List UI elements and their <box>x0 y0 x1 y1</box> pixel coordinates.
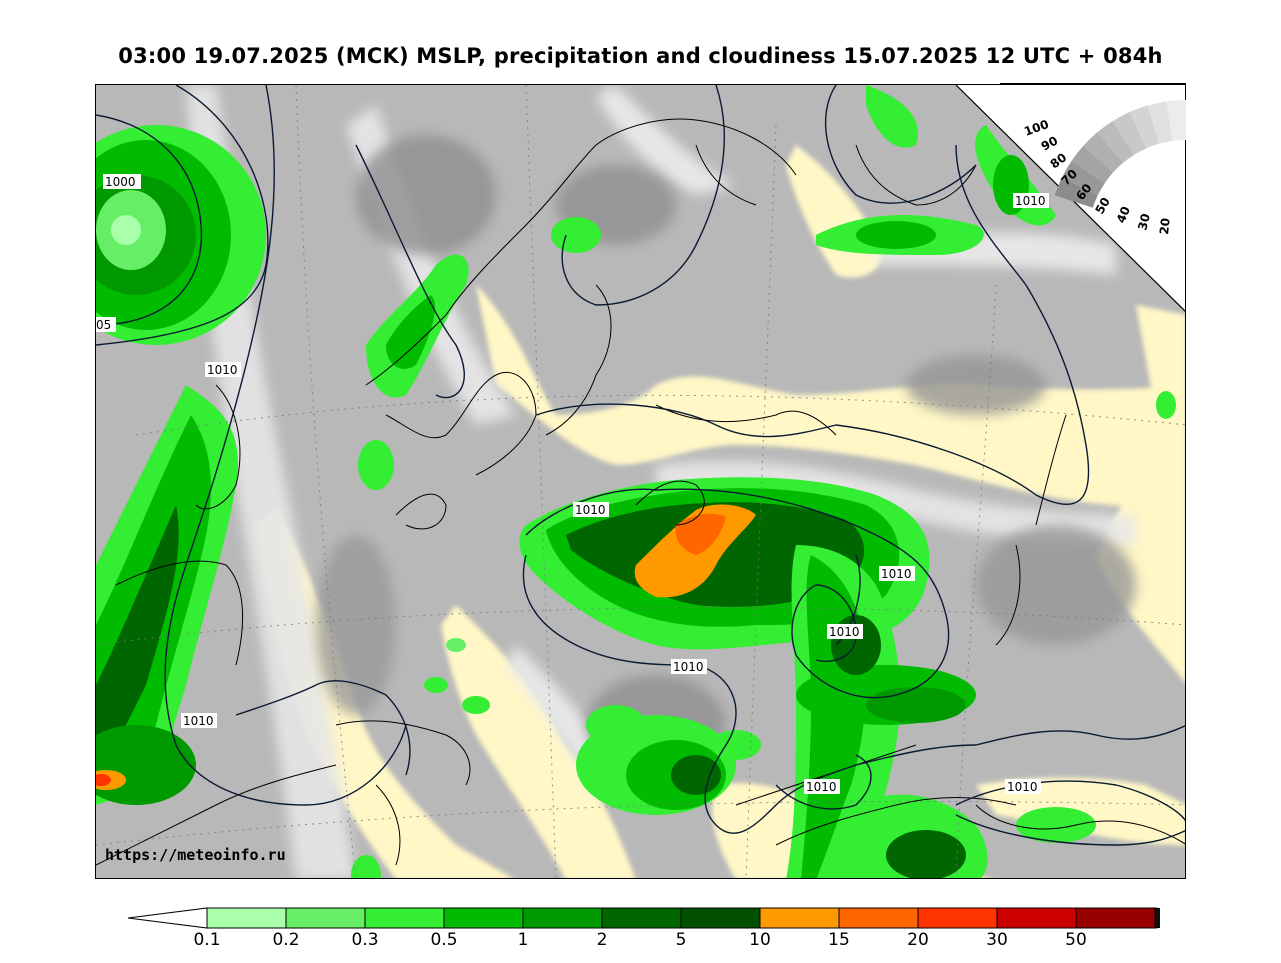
colorbar-cell <box>917 907 998 929</box>
colorbar-tick-label: 10 <box>749 930 771 950</box>
colorbar-cells <box>127 907 1160 929</box>
colorbar-cell <box>996 907 1077 929</box>
isobar-label-1010: 1010 <box>183 714 214 728</box>
isobar-label-1000: 1000 <box>105 175 136 189</box>
isobar-label-05: 05 <box>96 318 111 332</box>
colorbar-tick-label: 0.2 <box>272 930 300 950</box>
colorbar-lower-extension <box>127 907 208 929</box>
cloudiness-wedge <box>1112 111 1147 155</box>
colorbar-tick-label: 0.1 <box>193 930 221 950</box>
cloudiness-wedge <box>1061 160 1105 196</box>
map-title: 03:00 19.07.2025 (MCK) MSLP, precipitati… <box>118 44 1163 68</box>
colorbar-cell <box>522 907 603 929</box>
weather-map: 1000 05 1010 1010 1010 1010 1010 1010 10… <box>96 85 1185 878</box>
cloudiness-label-90: 90 <box>1039 133 1060 153</box>
colorbar-tick-label: 0.3 <box>351 930 379 950</box>
isobar-label-1010: 1010 <box>881 567 912 581</box>
colorbar-cell <box>601 907 682 929</box>
colorbar-cell <box>838 907 919 929</box>
colorbar-cell <box>206 907 287 929</box>
colorbar-cell <box>759 907 840 929</box>
colorbar-tick-label: 15 <box>828 930 850 950</box>
colorbar-tick-label: 2 <box>596 930 608 950</box>
isobar-label-1010: 1010 <box>207 363 238 377</box>
source-url: https://meteoinfo.ru <box>105 846 286 864</box>
colorbar-cell <box>443 907 524 929</box>
cloudiness-wedge <box>1083 132 1124 173</box>
colorbar-cell <box>1075 907 1156 929</box>
clear-sky-areas <box>256 145 1185 878</box>
cloudiness-wedges <box>1054 100 1186 208</box>
isobar-1000 <box>96 114 203 326</box>
cloudiness-label-80: 80 <box>1048 150 1070 171</box>
isobar-label-1010: 1010 <box>806 780 837 794</box>
isobar-label-1010: 1010 <box>575 503 606 517</box>
colorbar-tick-label: 1 <box>517 930 529 950</box>
cloudiness-wedge <box>1071 145 1114 184</box>
cloudiness-label-100: 100 <box>1022 117 1050 139</box>
cloudiness-label-30: 30 <box>1135 212 1153 232</box>
colorbar-tick-label: 30 <box>986 930 1008 950</box>
colorbar-cell <box>364 907 445 929</box>
isobar-label-1010: 1010 <box>829 625 860 639</box>
isobar-labels: 1000 05 1010 1010 1010 1010 1010 1010 10… <box>96 174 1049 794</box>
colorbar-tick-label: 0.5 <box>430 930 458 950</box>
colorbar-tick-label: 5 <box>675 930 687 950</box>
colorbar-upper-extension <box>1154 907 1160 929</box>
cloudiness-wedge <box>1166 100 1186 141</box>
cloudiness-legend: 100 90 80 70 60 50 40 30 20 <box>1022 100 1186 235</box>
precipitation-fields <box>96 85 1176 878</box>
cloudiness-wedge <box>1097 120 1135 163</box>
isobar-label-1010: 1010 <box>1015 194 1046 208</box>
title-rule <box>1000 83 1186 84</box>
colorbar-tick-label: 20 <box>907 930 929 950</box>
cloudiness-wedge <box>1147 101 1173 144</box>
isobar-label-1010: 1010 <box>1007 780 1038 794</box>
cloudiness-label-20: 20 <box>1157 217 1173 235</box>
isobar-label-1010: 1010 <box>673 660 704 674</box>
colorbar-tick-label: 50 <box>1065 930 1087 950</box>
colorbar-cell <box>285 907 366 929</box>
map-panel: 1000 05 1010 1010 1010 1010 1010 1010 10… <box>95 84 1186 879</box>
colorbar-cell <box>680 907 761 929</box>
precip-colorbar <box>127 907 1160 929</box>
cloudiness-label-40: 40 <box>1114 204 1133 225</box>
cloudiness-wedge <box>1129 105 1159 149</box>
cloudiness-wedge <box>1054 177 1098 208</box>
